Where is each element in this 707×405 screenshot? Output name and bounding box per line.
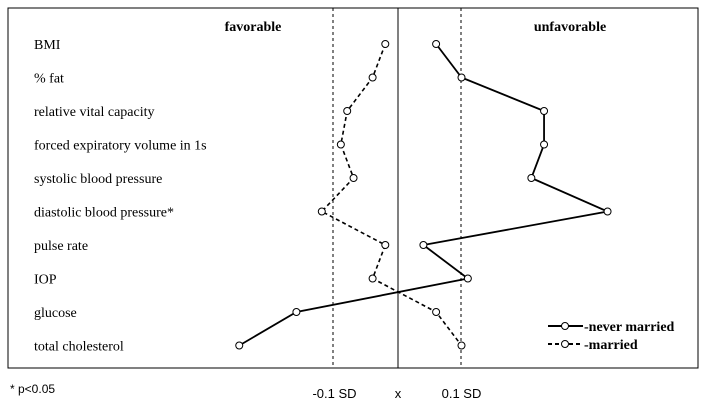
- row-label: diastolic blood pressure*: [34, 206, 174, 221]
- x-tick-label: 0.1 SD: [442, 386, 482, 401]
- row-label: BMI: [34, 38, 61, 53]
- data-point-married: [368, 73, 377, 82]
- x-tick-labels: -0.1 SD x 0.1 SD: [312, 386, 481, 401]
- legend-married-label: -married: [584, 338, 638, 353]
- plot-frame: [7, 7, 699, 369]
- row-label: forced expiratory volume in 1s: [34, 139, 207, 154]
- data-point-never-married: [235, 341, 244, 350]
- data-point-never-married: [463, 274, 472, 283]
- row-label: total cholesterol: [34, 340, 124, 355]
- row-label: glucose: [34, 306, 77, 321]
- data-point-never-married: [457, 73, 466, 82]
- plot-border: [7, 7, 699, 369]
- data-point-never-married: [292, 308, 301, 316]
- data-point-never-married: [527, 174, 536, 182]
- row-label: relative vital capacity: [34, 105, 155, 120]
- x-tick-label: -0.1 SD: [312, 386, 356, 401]
- data-point-married: [343, 107, 352, 115]
- row-label: pulse rate: [34, 239, 88, 254]
- data-point-never-married: [540, 140, 549, 149]
- data-point-never-married: [419, 241, 428, 249]
- footnote: * p<0.05: [10, 382, 55, 396]
- x-tick-label: x: [395, 386, 402, 401]
- data-point-married: [368, 274, 377, 283]
- data-point-never-married: [432, 40, 441, 48]
- data-point-married: [381, 241, 390, 249]
- legend-never-married-marker: [561, 322, 569, 330]
- data-point-married: [336, 140, 345, 149]
- data-point-married: [457, 341, 466, 350]
- row-label: systolic blood pressure: [34, 172, 162, 187]
- legend: -never married -married: [548, 320, 675, 353]
- data-point-married: [317, 207, 326, 216]
- favorable-label: favorable: [225, 20, 282, 35]
- series-line-never-married: [238, 43, 611, 347]
- data-point-never-married: [540, 107, 549, 115]
- unfavorable-label: unfavorable: [534, 20, 606, 35]
- data-point-married: [381, 40, 390, 48]
- series-line-married: [320, 43, 463, 346]
- row-label: IOP: [34, 273, 57, 288]
- legend-never-married-label: -never married: [584, 320, 675, 335]
- row-labels: BMI % fat relative vital capacity forced ex…: [34, 38, 207, 355]
- row-label: % fat: [34, 72, 64, 87]
- legend-married-marker: [561, 340, 569, 348]
- data-point-married: [349, 174, 358, 182]
- series-layer: [235, 40, 612, 350]
- data-point-never-married: [603, 207, 612, 216]
- data-point-married: [432, 308, 441, 316]
